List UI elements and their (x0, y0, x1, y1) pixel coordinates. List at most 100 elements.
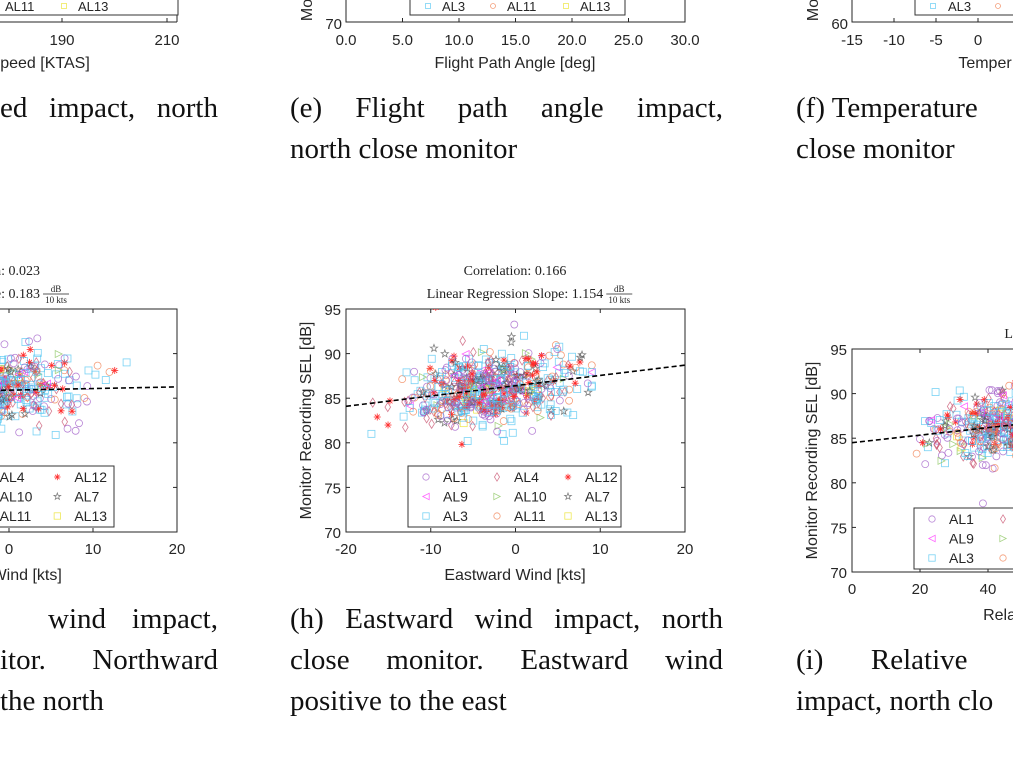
marker-al3 (22, 398, 31, 407)
marker-al3 (529, 392, 538, 401)
marker-al1 (452, 399, 461, 407)
marker-al3 (996, 432, 1005, 441)
marker-al11 (426, 382, 435, 391)
asterisk-stroke (937, 426, 944, 432)
marker-al7 (429, 343, 439, 353)
marker-al1 (510, 320, 519, 329)
marker-al3 (961, 449, 970, 457)
marker-al3 (520, 331, 528, 340)
marker-al1 (7, 354, 15, 363)
marker-al10 (956, 446, 966, 456)
marker-al3 (537, 400, 546, 409)
marker-al4 (487, 386, 495, 398)
marker-al3 (587, 368, 596, 377)
marker-al1 (520, 405, 529, 414)
legend-entry-al9: AL9 (927, 531, 974, 547)
marker-al4 (1004, 405, 1012, 417)
marker-al3 (405, 404, 414, 412)
marker-al11 (0, 368, 5, 377)
legend-entry-al4: AL4 (0, 469, 25, 485)
marker-al12 (571, 379, 579, 387)
marker-al7 (7, 409, 17, 419)
marker-al3 (0, 378, 6, 387)
legend-entry-al11: AL11 (493, 508, 546, 524)
marker-al4 (539, 392, 547, 404)
asterisk-stroke (529, 361, 536, 367)
marker-al4 (969, 457, 976, 469)
marker-al3 (497, 375, 506, 384)
marker-al13 (563, 3, 569, 9)
asterisk-stroke (1009, 433, 1013, 438)
asterisk-stroke (449, 358, 455, 364)
marker-al11 (954, 433, 963, 442)
marker-al11 (953, 428, 962, 437)
marker-al9 (927, 534, 936, 543)
legend-label: AL3 (442, 0, 465, 14)
legend-label: AL10 (514, 489, 547, 505)
marker-al1 (443, 403, 452, 411)
legend-entry-al7: AL7 (52, 489, 99, 505)
marker-al7 (446, 381, 457, 391)
marker-al7 (439, 396, 450, 406)
marker-al11 (438, 405, 446, 413)
slope-unit-denominator: 10 kts (608, 295, 630, 305)
marker-al7 (20, 408, 30, 418)
slope-unit-numerator: dB (51, 284, 62, 294)
marker-al3 (506, 362, 515, 371)
marker-al1 (999, 447, 1007, 456)
marker-al1 (9, 359, 18, 368)
marker-al4 (27, 361, 35, 372)
marker-al11 (507, 404, 515, 413)
x-axis-label: peed [KTAS] (0, 55, 90, 72)
marker-al13 (564, 512, 572, 520)
marker-al3 (500, 367, 509, 375)
marker-al3 (34, 373, 43, 382)
asterisk-stroke (456, 394, 463, 400)
marker-al3 (21, 369, 30, 377)
marker-al7 (524, 385, 535, 395)
marker-al12 (956, 395, 964, 403)
marker-al3 (482, 400, 491, 409)
regression-line (0, 386, 178, 392)
marker-al3 (459, 413, 467, 422)
legend: AL4 AL12 AL10 AL7 AL11 AL13 (0, 465, 115, 528)
legend-label: AL10 (0, 489, 33, 505)
marker-al4 (493, 472, 501, 482)
marker-al11 (93, 361, 102, 370)
asterisk-stroke (572, 380, 578, 386)
marker-al3 (0, 424, 6, 433)
y-tick-label: 80 (324, 436, 341, 453)
scatter-points (912, 380, 1013, 508)
x-axis-label: Flight Path Angle [deg] (435, 55, 596, 72)
marker-al12 (475, 399, 483, 407)
marker-al1 (988, 386, 996, 395)
marker-al7 (563, 491, 573, 501)
marker-al7 (997, 385, 1008, 395)
chart-title-slope: n Slope: 0.183 (0, 287, 40, 302)
marker-al4 (35, 420, 43, 432)
asterisk-stroke (944, 412, 951, 418)
marker-al4 (459, 335, 466, 347)
legend-entry-al4: AL4 (493, 469, 539, 485)
caption-e-line1: (e) Flight path angle impact, (290, 92, 723, 124)
marker-al3 (0, 356, 7, 364)
marker-al3 (500, 436, 509, 445)
caption-h-line3: positive to the east (290, 685, 507, 717)
y-tick-label: 90 (830, 387, 847, 404)
marker-al4 (970, 458, 978, 470)
marker-al3 (459, 362, 467, 370)
asterisk-stroke (577, 359, 583, 365)
chart-title-slope: Linear Regression Slope: 1.154 (427, 287, 604, 302)
y-tick-label: 95 (830, 342, 847, 359)
legend-label: AL12 (585, 469, 618, 485)
marker-al3 (500, 389, 508, 398)
marker-al12 (463, 362, 471, 370)
marker-al4 (509, 400, 516, 412)
marker-al4 (442, 398, 450, 409)
marker-al4 (402, 421, 409, 433)
scatter-points (367, 309, 596, 448)
legend-entry-al7: AL7 (563, 489, 610, 505)
marker-al1 (925, 416, 934, 425)
marker-al3 (399, 412, 408, 421)
